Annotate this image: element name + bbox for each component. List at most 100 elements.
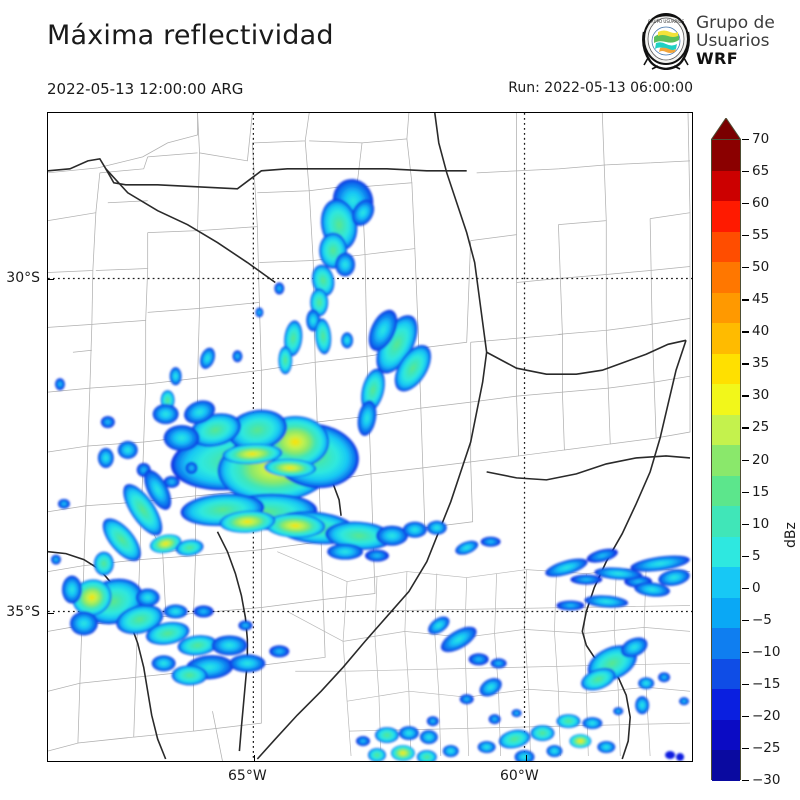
run-time-label: Run: 2022-05-13 06:00:00 <box>508 80 693 96</box>
colorbar-tick-30 <box>742 395 749 397</box>
colorbar-tick-label--10: −10 <box>752 643 781 660</box>
colorbar-extend-arrow <box>711 118 741 140</box>
colorbar-tick-label-35: 35 <box>752 355 770 372</box>
x-axis-tick-label-60w: 60°W <box>500 768 539 784</box>
colorbar-tick-label--30: −30 <box>752 772 781 788</box>
colorbar-tick--20 <box>742 715 749 718</box>
echo-band-west <box>93 469 204 576</box>
y-axis-tick-label-30s: 30°S <box>6 270 40 286</box>
colorbar[interactable]: dBz 70 65 60 55 50 45 40 35 30 25 20 15 10 5 0 −5 −10 −15… <box>711 118 799 788</box>
colorbar-tick-label-65: 65 <box>752 163 770 180</box>
colorbar-tick-label-15: 15 <box>752 483 770 500</box>
colorbar-band--25 <box>712 719 740 751</box>
colorbar-tick-label-20: 20 <box>752 451 770 468</box>
colorbar-tick-label-60: 60 <box>752 195 770 212</box>
y-axis-tick-label-35s: 35°S <box>6 604 40 620</box>
colorbar-band--15 <box>712 658 740 690</box>
colorbar-tick--5 <box>742 619 749 622</box>
colorbar-tick-20 <box>742 459 749 461</box>
colorbar-tick-40 <box>742 331 749 333</box>
colorbar-tick-65 <box>742 171 749 173</box>
colorbar-tick-label--25: −25 <box>752 739 781 756</box>
colorbar-tick-55 <box>742 235 749 237</box>
colorbar-tick-label-55: 55 <box>752 227 770 244</box>
x-tick-0 <box>254 755 256 761</box>
colorbar-tick-25 <box>742 427 749 429</box>
colorbar-band-60 <box>712 201 740 232</box>
x-axis-tick-label-65w: 65°W <box>228 768 267 784</box>
colorbar-band-10 <box>712 506 740 537</box>
colorbar-tick-label-45: 45 <box>752 291 770 308</box>
colorbar-tick-label-30: 30 <box>752 387 770 404</box>
echo-tiny-west <box>57 498 70 509</box>
logo-text-block: Grupo de Usuarios WRF <box>696 14 800 68</box>
colorbar-band-50 <box>712 262 740 293</box>
echo-cluster-north <box>306 179 375 332</box>
wrf-globe-seal-icon: GRUPO USUARIOS <box>642 13 690 70</box>
echo-coastal-streak <box>570 555 690 585</box>
colorbar-band-0 <box>712 567 740 598</box>
logo-line-1: Grupo de <box>696 13 775 33</box>
colorbar-band-5 <box>712 536 740 568</box>
colorbar-tick--25 <box>742 747 749 750</box>
x-tick-1 <box>526 755 528 761</box>
colorbar-tick-10 <box>742 523 749 525</box>
map-canvas <box>48 113 692 761</box>
colorbar-tick-label--15: −15 <box>752 675 781 692</box>
colorbar-tick-35 <box>742 363 749 365</box>
colorbar-band-65 <box>712 170 740 202</box>
echo-tiny-west-2 <box>50 554 61 565</box>
colorbar-band-25 <box>712 414 740 446</box>
colorbar-tick--30 <box>742 780 749 782</box>
logo-line-2: Usuarios <box>696 31 770 51</box>
colorbar-band-30 <box>712 384 740 415</box>
radar-echo-field <box>50 179 690 761</box>
colorbar-tick-0 <box>742 587 749 589</box>
colorbar-tick--10 <box>742 651 749 654</box>
colorbar-tick-label-50: 50 <box>752 259 770 276</box>
colorbar-band-35 <box>712 353 740 385</box>
echo-cluster-southwest <box>61 575 290 686</box>
colorbar-band--5 <box>712 597 740 629</box>
echo-band-northeast <box>357 309 431 436</box>
colorbar-band-55 <box>712 231 740 263</box>
colorbar-band--30 <box>712 750 740 781</box>
colorbar-band-40 <box>712 323 740 354</box>
wrf-user-group-logo: GRUPO USUARIOS Grupo de Usuarios WRF <box>638 10 798 74</box>
colorbar-tick-45 <box>742 299 749 301</box>
colorbar-band-45 <box>712 292 740 324</box>
colorbar-tick--15 <box>742 683 749 686</box>
y-tick-1 <box>48 613 54 615</box>
svg-text:GRUPO USUARIOS: GRUPO USUARIOS <box>648 19 685 24</box>
colorbar-gradient[interactable] <box>711 139 741 781</box>
colorbar-tick-50 <box>742 267 749 269</box>
colorbar-band-15 <box>712 475 740 507</box>
colorbar-tick-label--5: −5 <box>752 611 772 628</box>
echo-main-complex <box>152 400 447 562</box>
colorbar-band--20 <box>712 689 740 720</box>
echo-scattered-east <box>455 536 690 611</box>
colorbar-tick-label-70: 70 <box>752 131 770 147</box>
colorbar-title: dBz <box>783 522 799 548</box>
valid-time-label: 2022-05-13 12:00:00 ARG <box>47 80 244 98</box>
colorbar-tick-70 <box>742 139 749 141</box>
colorbar-tick-label--20: −20 <box>752 707 781 724</box>
colorbar-tick-label-0: 0 <box>752 579 761 596</box>
echo-scattered-midnorth <box>54 282 354 411</box>
echo-scattered-south <box>356 616 690 761</box>
colorbar-band-70 <box>712 140 740 171</box>
colorbar-tick-5 <box>742 555 749 557</box>
colorbar-tick-label-10: 10 <box>752 515 770 532</box>
colorbar-band--10 <box>712 628 740 659</box>
page-title: Máxima reflectividad <box>47 20 334 51</box>
colorbar-tick-15 <box>742 491 749 493</box>
radar-map-panel[interactable] <box>47 112 693 762</box>
logo-line-3: WRF <box>696 49 739 68</box>
y-tick-0 <box>48 279 54 281</box>
colorbar-tick-label-40: 40 <box>752 323 770 340</box>
colorbar-band-20 <box>712 445 740 476</box>
colorbar-tick-label-25: 25 <box>752 419 770 436</box>
colorbar-tick-label-5: 5 <box>752 547 761 564</box>
colorbar-tick-60 <box>742 203 749 205</box>
